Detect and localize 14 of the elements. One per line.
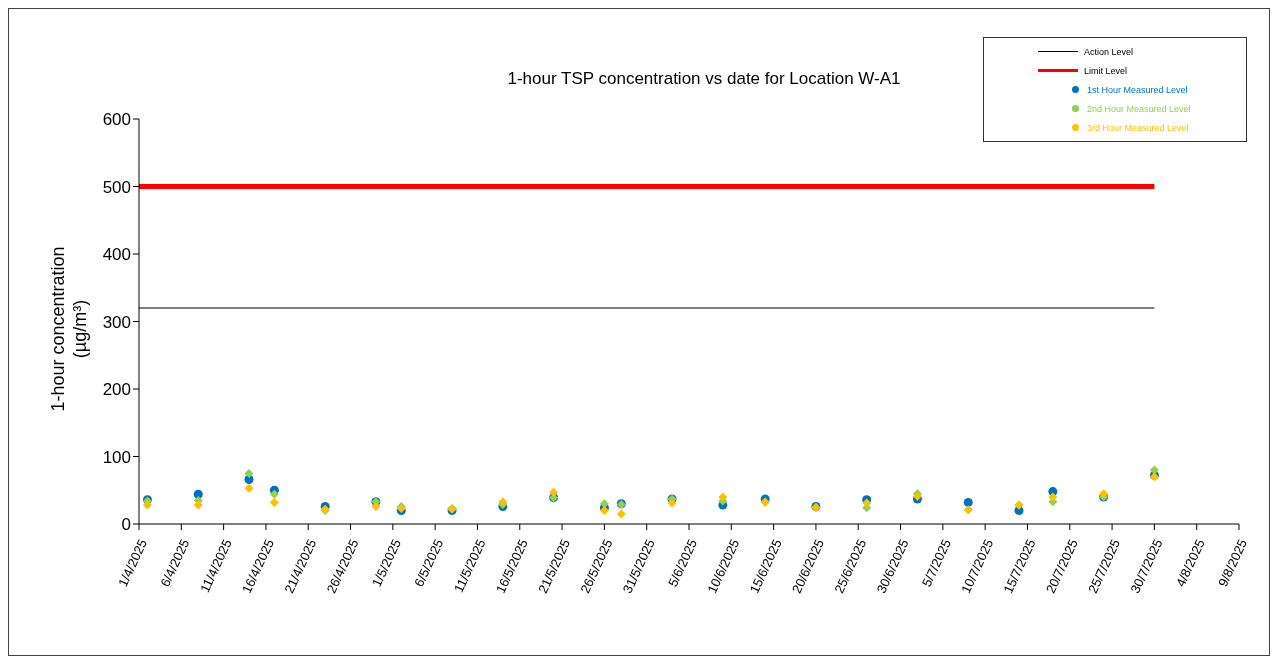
y-tick-label: 500: [102, 177, 131, 197]
y-tick-label: 0: [121, 515, 131, 535]
y-axis-title: 1-hour concentration (µg/m³): [47, 245, 91, 414]
chart-title: 1-hour TSP concentration vs date for Location W-A1: [507, 69, 901, 88]
legend-label: Action Level: [1084, 46, 1134, 57]
y-tick-label: 100: [102, 447, 131, 467]
legend-label: 3rd Hour Measured Level: [1087, 122, 1189, 133]
legend-label: 1st Hour Measured Level: [1087, 84, 1188, 95]
y-tick-label: 600: [102, 110, 131, 130]
y-tick-label: 400: [102, 245, 131, 265]
y-tick-label: 200: [102, 380, 131, 400]
y-tick-label: 300: [102, 312, 131, 332]
legend-label: Limit Level: [1084, 65, 1128, 76]
legend-label: 2nd Hour Measured Level: [1087, 103, 1191, 114]
